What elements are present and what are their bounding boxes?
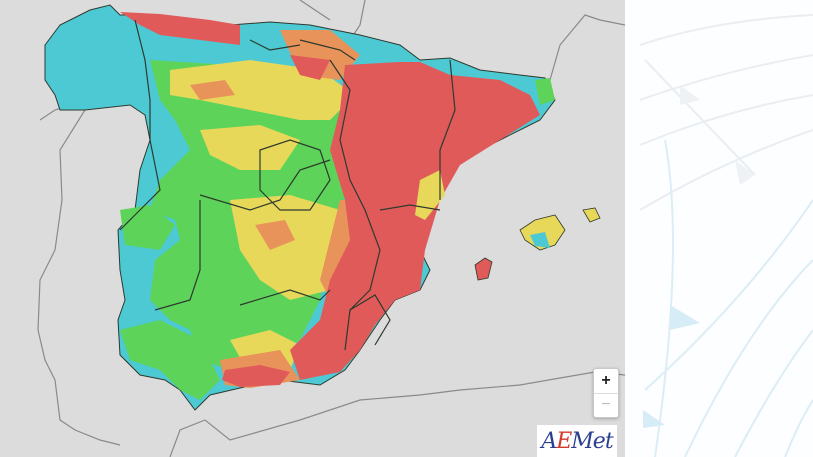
logo-letter-a: A: [541, 428, 557, 454]
zoom-in-button[interactable]: +: [601, 372, 611, 389]
region-borders: [119, 19, 456, 351]
zoom-out-button[interactable]: −: [594, 393, 618, 417]
zoom-control: + −: [593, 368, 619, 418]
weather-map[interactable]: + − A E Met: [0, 0, 625, 457]
side-panel-background: [625, 0, 813, 457]
decorative-isobars: [639, 14, 813, 457]
logo-letters-met: Met: [571, 428, 613, 454]
map-canvas: [37, 0, 625, 457]
logo-letter-e: E: [556, 428, 572, 454]
aemet-logo: A E Met: [537, 425, 617, 457]
